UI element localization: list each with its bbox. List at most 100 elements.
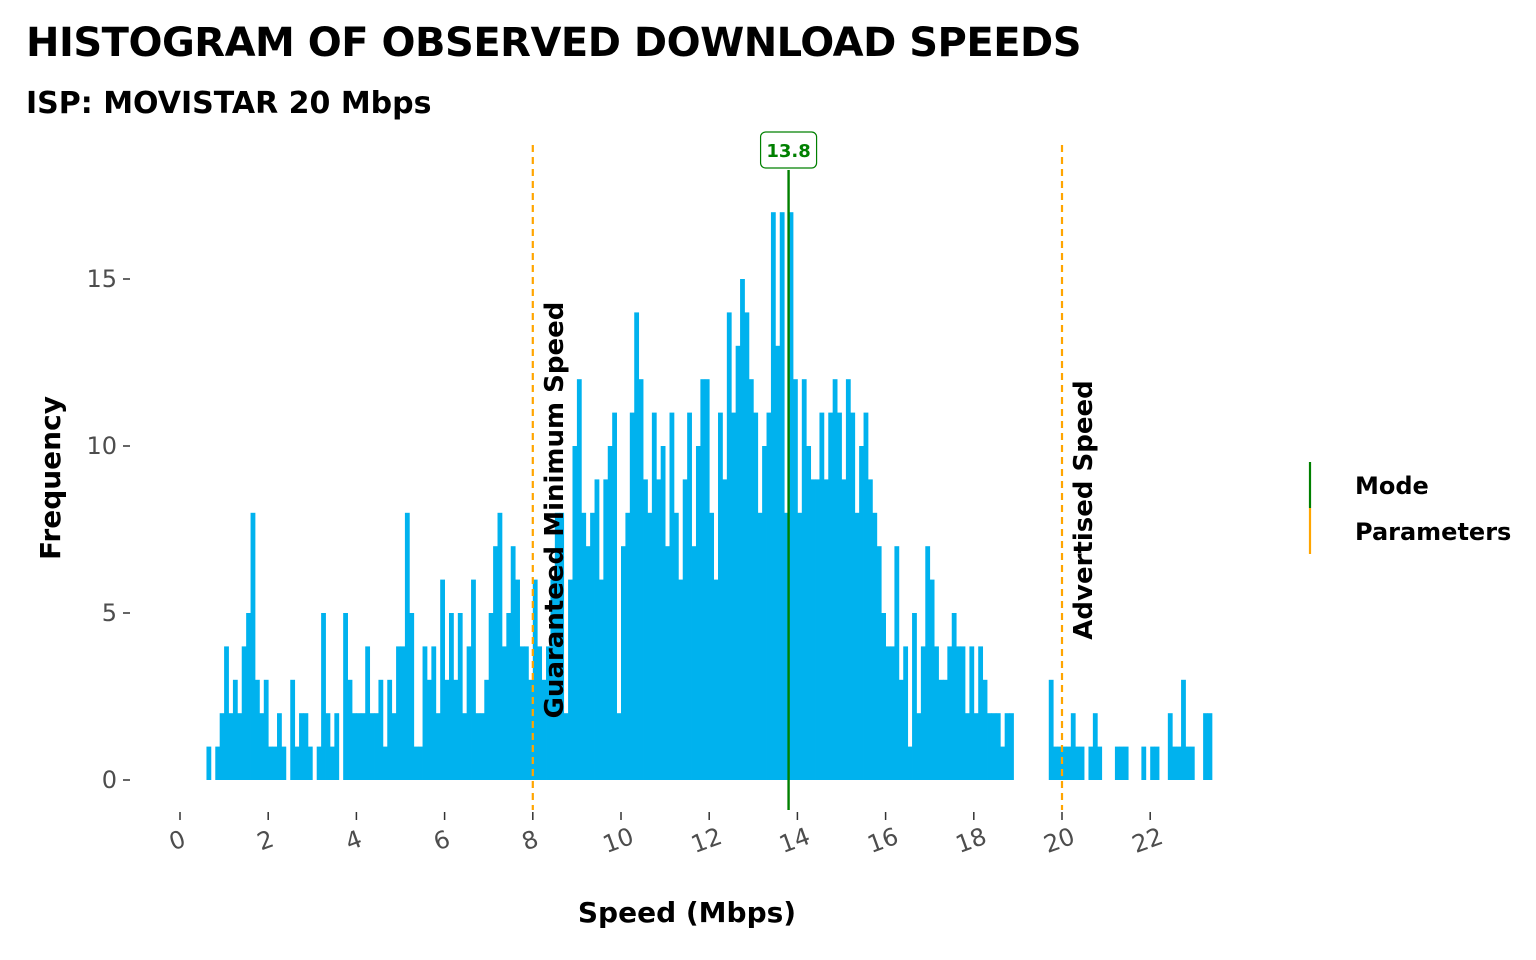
histogram-bar <box>1181 679 1186 780</box>
histogram-bar <box>228 713 234 780</box>
histogram-bar <box>682 479 688 780</box>
histogram-bar <box>594 479 600 780</box>
histogram-bar <box>898 679 904 780</box>
histogram-bar <box>241 646 247 780</box>
histogram-bar <box>1053 746 1058 780</box>
histogram-bar <box>263 679 269 780</box>
histogram-bar <box>1075 746 1081 780</box>
histogram-bar <box>916 713 922 780</box>
histogram-bar <box>726 312 732 780</box>
bars-layer <box>206 212 1213 780</box>
histogram-bar <box>788 212 794 780</box>
histogram-bar <box>515 579 520 780</box>
histogram-bar <box>343 613 348 780</box>
histogram-bar <box>484 679 490 780</box>
histogram-bar <box>316 746 322 780</box>
histogram-bar <box>762 446 767 780</box>
histogram-bar <box>215 746 221 780</box>
histogram-bar <box>299 713 304 780</box>
histogram-bar <box>206 746 212 780</box>
histogram-bar <box>250 512 256 780</box>
histogram-bar <box>770 212 776 780</box>
x-tick-label: 16 <box>864 822 902 859</box>
histogram-bar <box>1114 746 1120 780</box>
x-tick-label: 2 <box>253 825 277 857</box>
histogram-bar <box>806 446 812 780</box>
histogram-bar <box>404 512 410 780</box>
histogram-bar <box>792 379 798 780</box>
histogram-bar <box>523 646 529 780</box>
histogram-bar <box>819 412 825 780</box>
histogram-bar <box>497 512 503 780</box>
histogram-bar <box>885 646 891 780</box>
histogram-bar <box>766 412 772 780</box>
histogram-bar <box>687 412 692 780</box>
histogram-bar <box>259 713 265 780</box>
histogram-bar <box>912 613 917 780</box>
histogram-bar <box>925 546 931 780</box>
histogram-bar <box>1070 713 1076 780</box>
histogram-bar <box>356 713 362 780</box>
y-axis: 0 5 10 15 <box>86 265 130 794</box>
histogram-bar <box>325 713 331 780</box>
histogram-bar <box>1123 746 1129 780</box>
x-tick-label: 0 <box>165 825 189 857</box>
histogram-bar <box>638 379 644 780</box>
histogram-bar <box>462 713 468 780</box>
histogram-bar <box>268 746 274 780</box>
histogram-bar <box>616 713 622 780</box>
histogram-bar <box>378 679 384 780</box>
histogram-bar <box>718 412 723 780</box>
histogram-bar <box>501 646 507 780</box>
histogram-bar <box>422 646 428 780</box>
histogram-bar <box>444 679 450 780</box>
histogram-bar <box>973 713 979 780</box>
x-tick-label: 8 <box>518 825 542 857</box>
histogram-bar <box>426 679 432 780</box>
histogram-bar <box>753 412 759 780</box>
histogram-bar <box>246 613 251 780</box>
histogram-bar <box>528 679 534 780</box>
histogram-bar <box>850 412 856 780</box>
histogram-bar <box>920 646 926 780</box>
histogram-bar <box>1154 746 1160 780</box>
histogram-bar <box>598 579 604 780</box>
histogram-bar <box>281 746 287 780</box>
mode-label: 13.8 <box>766 141 810 162</box>
histogram-bar <box>347 679 353 780</box>
histogram-bar <box>784 512 789 780</box>
x-axis: 0 2 4 6 8 10 12 14 16 18 20 22 <box>165 812 1167 859</box>
histogram-bar <box>506 613 512 780</box>
histogram-bar <box>532 579 538 780</box>
histogram-bar <box>854 512 860 780</box>
histogram-bar <box>704 379 710 780</box>
histogram-bar <box>832 379 838 780</box>
histogram-bar <box>647 512 653 780</box>
histogram-bar <box>572 446 578 780</box>
histogram-bar <box>964 713 970 780</box>
histogram-bar <box>1057 746 1063 780</box>
histogram-bar <box>219 713 225 780</box>
histogram-bar <box>374 713 379 780</box>
histogram-bar <box>329 746 335 780</box>
histogram-bar <box>744 312 750 780</box>
histogram-bar <box>894 546 900 780</box>
histogram-bar <box>722 479 728 780</box>
x-tick-label: 4 <box>342 825 366 857</box>
histogram-bar <box>396 646 401 780</box>
histogram-bar <box>700 379 706 780</box>
histogram-bar <box>837 412 842 780</box>
histogram-bar <box>400 646 406 780</box>
histogram-bar <box>1009 713 1014 780</box>
histogram-bar <box>603 479 609 780</box>
histogram-bar <box>224 646 229 780</box>
histogram-bar <box>867 479 873 780</box>
histogram-bar <box>1141 746 1147 780</box>
histogram-bar <box>656 479 662 780</box>
histogram-bar <box>678 579 684 780</box>
histogram-bar <box>982 679 988 780</box>
histogram-bar <box>709 512 715 780</box>
histogram-bar <box>294 746 300 780</box>
histogram-bar <box>625 512 631 780</box>
histogram-bar <box>232 679 238 780</box>
